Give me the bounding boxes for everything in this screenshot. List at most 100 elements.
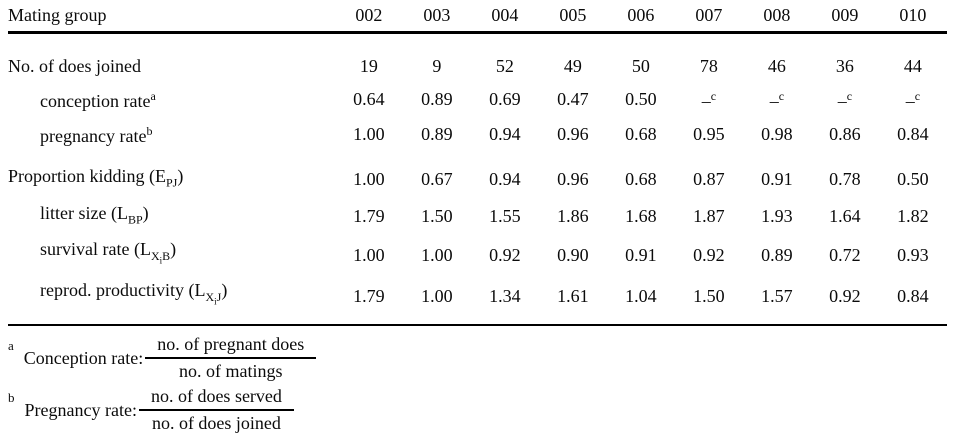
cell-value: 0.91 [625,244,657,265]
cell-value: 1.86 [557,205,589,226]
cell-value: 1.87 [693,205,725,226]
cell-value: 1.00 [421,244,453,265]
cell-value: 0.78 [829,169,861,190]
cell-value: –c [837,89,853,111]
footnote-label: Pregnancy rate: [24,399,137,420]
cell-value: 0.84 [897,285,929,306]
cell-value: 1.04 [625,285,657,306]
cell-value: 0.96 [557,123,589,144]
fraction: no. of pregnant does no. of matings [145,334,317,382]
cell-value: 0.84 [897,123,929,144]
cell-value: 1.68 [625,205,657,226]
column-header: 005 [559,5,587,25]
cell-value: 0.89 [421,88,453,109]
row-group-spacer [8,151,947,161]
cell-value: 1.00 [353,123,385,144]
cell-value: 44 [903,56,922,76]
cell-value: 9 [432,56,442,76]
cell-value: 1.34 [489,285,521,306]
cell-value: 0.92 [829,285,861,306]
cell-value: 46 [767,56,786,76]
cell-value: 1.00 [353,169,385,190]
cell-value: 0.94 [489,123,521,144]
cell-value: 1.93 [761,205,793,226]
table-row: conception ratea 0.64 0.89 0.69 0.47 0.50 –c –c… [8,81,947,116]
footnote-marker: b [8,390,15,406]
table-row: No. of does joined 19 9 52 49 50 78 46 36 44 [8,33,947,82]
cell-value: 0.50 [625,88,657,109]
spacer-cell [8,151,947,161]
cell-value: 0.91 [761,169,793,190]
column-header: 004 [491,5,519,25]
table-header: Mating group 002 003 004 005 006 007 008 009 010 [8,5,947,33]
cell-value: 0.96 [557,169,589,190]
mating-group-table: Mating group 002 003 004 005 006 007 008 009 010… [8,5,947,326]
header-mating-group: Mating group [8,5,107,25]
cell-value: 0.94 [489,169,521,190]
cell-value: –c [769,89,785,111]
table-row: reprod. productivity (LXiJ) 1.79 1.00 1.34 1… [8,275,947,325]
cell-value: 0.68 [625,123,657,144]
cell-value: 0.87 [693,169,725,190]
row-label: reprod. productivity (LXiJ) [40,280,228,307]
cell-value: –c [701,89,717,111]
cell-value: 78 [699,56,718,76]
cell-value: 0.89 [421,123,453,144]
cell-value: –c [905,89,921,111]
cell-value: 50 [631,56,650,76]
cell-value: 0.64 [353,88,385,109]
cell-value: 0.90 [557,244,589,265]
cell-value: 1.79 [353,285,385,306]
cell-value: 0.69 [489,88,521,109]
cell-value: 19 [359,56,378,76]
footnote-label: Conception rate: [23,347,144,368]
cell-value: 0.50 [897,169,929,190]
column-header: 009 [831,5,859,25]
fraction-denominator: no. of matings [178,361,283,382]
cell-value: 0.95 [693,123,725,144]
cell-value: 0.92 [693,244,725,265]
cell-value: 0.98 [761,123,793,144]
column-header: 002 [355,5,383,25]
cell-value: 1.50 [693,285,725,306]
cell-value: 49 [563,56,582,76]
cell-value: 0.89 [761,244,793,265]
column-header: 006 [627,5,655,25]
cell-value: 1.57 [761,285,793,306]
row-label: pregnancy rateb [40,124,153,146]
fraction-numerator: no. of pregnant does [145,334,317,360]
footnote-b: b Pregnancy rate: no. of does served no. of… [8,386,947,434]
table-body: No. of does joined 19 9 52 49 50 78 46 36 44 conce… [8,33,947,326]
table-row: survival rate (LXiB) 1.00 1.00 0.92 0.90 0.91… [8,234,947,275]
cell-value: 0.47 [557,88,589,109]
cell-value: 1.55 [489,205,521,226]
cell-value: 1.61 [557,285,589,306]
cell-value: 0.86 [829,123,861,144]
row-label: Proportion kidding (EPJ) [8,166,184,190]
cell-value: 0.68 [625,169,657,190]
cell-value: 1.82 [897,205,929,226]
table-row: Proportion kidding (EPJ) 1.00 0.67 0.94 0.96… [8,161,947,198]
cell-value: 1.50 [421,205,453,226]
row-label: conception ratea [40,89,156,111]
footnote-a: a Conception rate: no. of pregnant does no.… [8,334,947,382]
cell-value: 36 [835,56,854,76]
cell-value: 0.72 [829,244,861,265]
cell-value: 0.93 [897,244,929,265]
footnote-marker: a [8,338,14,354]
row-label: litter size (LBP) [40,202,149,227]
cell-value: 1.64 [829,205,861,226]
fraction-denominator: no. of does joined [151,413,281,434]
fraction: no. of does served no. of does joined [138,386,294,434]
header-row: Mating group 002 003 004 005 006 007 008 009 010 [8,5,947,33]
fraction-numerator: no. of does served [138,386,294,412]
cell-value: 1.00 [353,244,385,265]
cell-value: 52 [495,56,514,76]
cell-value: 1.00 [421,285,453,306]
column-header: 003 [423,5,451,25]
row-label: No. of does joined [8,56,141,76]
table-row: litter size (LBP) 1.79 1.50 1.55 1.86 1.68 1.8… [8,198,947,235]
cell-value: 0.67 [421,169,453,190]
column-header: 007 [695,5,723,25]
